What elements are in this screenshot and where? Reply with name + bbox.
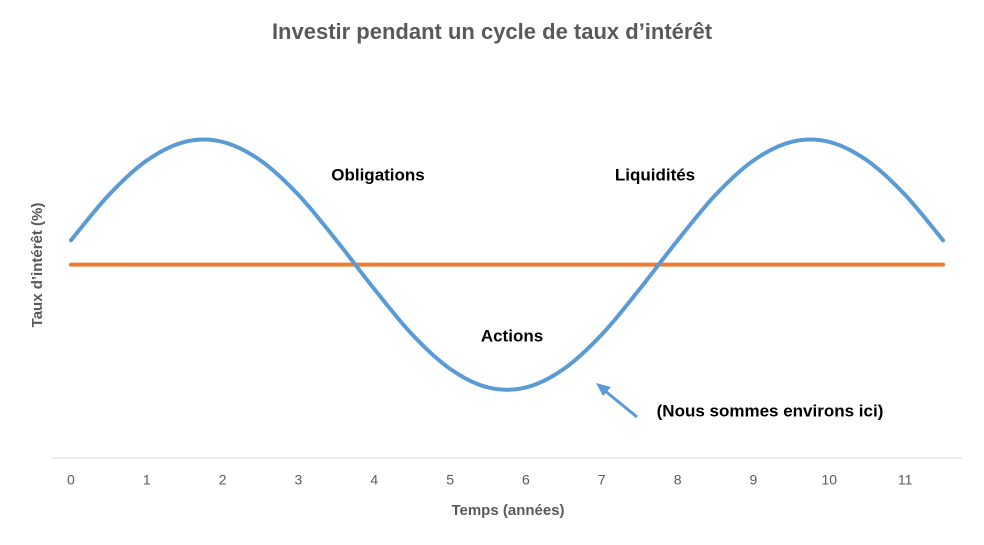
x-tick-label: 0 <box>67 472 75 488</box>
annotation: (Nous sommes environs ici) <box>657 401 884 420</box>
series-line <box>68 137 946 392</box>
arrow <box>596 383 638 419</box>
x-axis-title: Temps (années) <box>451 502 564 519</box>
x-tick-label: 9 <box>750 472 758 488</box>
x-tick-label: 11 <box>898 472 913 488</box>
annotation: Liquidités <box>615 165 695 184</box>
y-axis-title: Taux d’intérêt (%) <box>29 203 46 328</box>
x-tick-label: 8 <box>674 472 682 488</box>
x-tick-label: 6 <box>522 472 530 488</box>
x-tick-label: 10 <box>822 472 838 488</box>
x-tick-label: 1 <box>143 472 151 488</box>
chart-title: Investir pendant un cycle de taux d’inté… <box>272 19 713 44</box>
x-tick-label: 4 <box>370 472 378 488</box>
annotation: Obligations <box>331 165 425 184</box>
x-tick-label: 2 <box>219 472 227 488</box>
x-tick-label: 5 <box>446 472 454 488</box>
x-tick-label: 7 <box>598 472 606 488</box>
annotation: Actions <box>481 326 543 345</box>
x-tick-label: 3 <box>295 472 303 488</box>
